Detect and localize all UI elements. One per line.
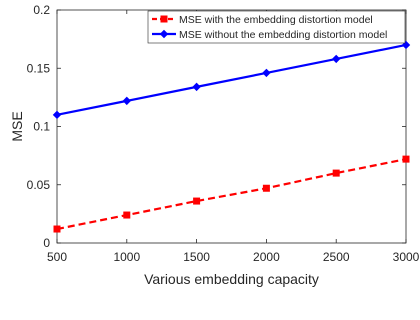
data-point [123,211,131,219]
y-axis-label: MSE [9,111,25,141]
data-point [193,197,201,205]
x-tick-label: 500 [47,250,67,264]
y-tick-label: 0.05 [27,178,51,192]
series-line [56,158,407,231]
data-point [192,82,201,92]
x-tick-label: 2500 [323,250,350,264]
data-point [122,96,132,106]
data-point [332,169,340,177]
series-2 [52,40,411,120]
y-tick-label: 0.2 [33,3,50,17]
x-tick-label: 1000 [113,250,140,264]
data-point [402,155,410,163]
y-tick-label: 0.15 [27,61,51,75]
y-tick-label: 0 [43,236,50,250]
x-axis-ticks: 500 1000 1500 2000 2500 3000 [47,10,420,264]
x-tick-label: 1500 [183,250,210,264]
data-point [52,110,62,120]
series-1 [53,155,410,233]
plot-area [56,9,407,244]
y-tick-label: 0.1 [33,120,50,134]
legend-entry: MSE with the embedding distortion model [152,14,373,26]
x-tick-label: 2000 [253,250,280,264]
legend: MSE with the embedding distortion model M… [147,10,406,44]
data-point [262,184,270,192]
legend-label: MSE with the embedding distortion model [179,14,373,26]
legend-box [147,10,406,44]
legend-marker [160,15,168,23]
legend-marker [159,29,169,39]
x-tick-label: 3000 [393,250,420,264]
data-point [53,225,61,233]
x-axis-label: Various embedding capacity [144,271,319,287]
data-point [262,68,271,78]
legend-entry: MSE without the embedding distortion mod… [152,29,387,41]
series-line [56,43,407,116]
y-axis-ticks: 0 0.05 0.1 0.15 0.2 [27,3,406,250]
data-point [331,54,341,64]
series-layer [52,40,411,233]
legend-label: MSE without the embedding distortion mod… [179,29,387,41]
